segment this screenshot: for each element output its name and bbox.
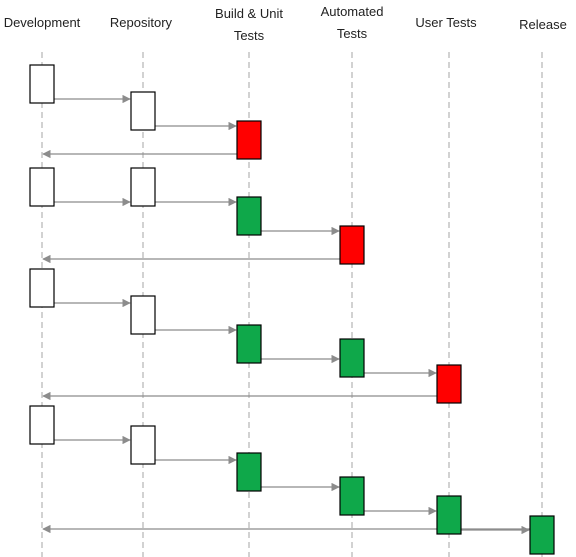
lane-header-line: Build & Unit [215, 6, 283, 21]
lane-header-repository: Repository [86, 12, 196, 34]
lane-header-development: Development [0, 12, 97, 34]
activation-box-pass [529, 515, 555, 555]
activation-box-pending [29, 405, 55, 445]
activation-box-pending [29, 64, 55, 104]
activation-box-pass [236, 452, 262, 492]
lane-header-user-tests: User Tests [391, 12, 501, 34]
lane-header-automated-tests: Automated Tests [297, 1, 407, 45]
activation-box-fail [436, 364, 462, 404]
activation-box-pending [130, 167, 156, 207]
activation-box-pending [130, 425, 156, 465]
activation-box-fail [339, 225, 365, 265]
activation-box-pending [130, 91, 156, 131]
lane-header-line: Tests [233, 28, 265, 43]
activation-box-pending [29, 167, 55, 207]
activation-box-pass [236, 324, 262, 364]
lane-header-line: User Tests [415, 15, 477, 30]
lane-header-release: Release [488, 14, 576, 36]
lane-header-line: Development [3, 15, 81, 30]
lane-header-line: Tests [336, 26, 368, 41]
activation-box-fail [236, 120, 262, 160]
lane-header-build-unit-tests: Build & Unit Tests [194, 3, 304, 47]
lane-header-line: Automated [320, 4, 384, 19]
activation-box-pass [236, 196, 262, 236]
lane-header-line: Release [519, 17, 567, 32]
lane-header-line: Repository [109, 15, 173, 30]
activation-box-pass [339, 476, 365, 516]
activation-box-pending [130, 295, 156, 335]
activation-box-pass [339, 338, 365, 378]
activation-box-pending [29, 268, 55, 308]
activation-box-pass [436, 495, 462, 535]
